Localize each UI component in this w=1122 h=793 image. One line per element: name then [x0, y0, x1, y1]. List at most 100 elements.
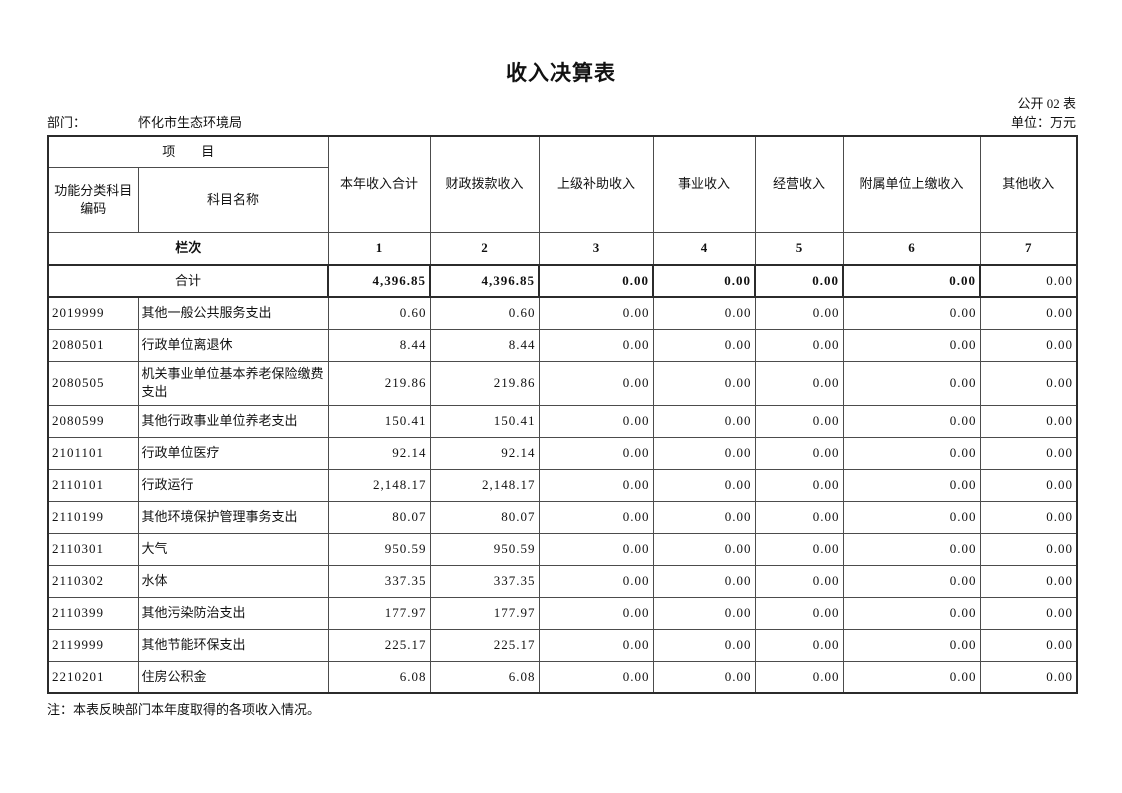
- row-value: 0.00: [842, 660, 981, 694]
- row-value: 0.00: [842, 596, 981, 630]
- row-code: 2110301: [47, 532, 139, 566]
- row-value: 0.00: [538, 564, 654, 598]
- column-header-operating-income: 经营收入: [754, 135, 844, 233]
- row-value: 0.00: [652, 328, 756, 362]
- row-value: 6.08: [429, 660, 540, 694]
- row-value: 0.00: [652, 500, 756, 534]
- column-index: 4: [652, 231, 756, 266]
- table-row: 2110301 大气 950.59 950.59 0.00 0.00 0.00 …: [47, 532, 1078, 566]
- total-cell: 0.00: [754, 264, 845, 298]
- row-code: 2210201: [47, 660, 139, 694]
- row-value: 0.00: [754, 596, 844, 630]
- total-cell: 4,396.85: [429, 264, 541, 298]
- row-value: 0.00: [652, 468, 756, 502]
- row-value: 0.00: [842, 628, 981, 662]
- row-value: 0.00: [979, 296, 1078, 330]
- row-code: 2110302: [47, 564, 139, 598]
- row-value: 8.44: [429, 328, 540, 362]
- table-row: 2080501 行政单位离退休 8.44 8.44 0.00 0.00 0.00…: [47, 328, 1078, 362]
- row-value: 0.00: [538, 500, 654, 534]
- row-value: 950.59: [429, 532, 540, 566]
- row-value: 0.00: [842, 360, 981, 406]
- row-name: 行政单位医疗: [137, 436, 329, 470]
- table-row: 2210201 住房公积金 6.08 6.08 0.00 0.00 0.00 0…: [47, 660, 1078, 694]
- row-name: 其他节能环保支出: [137, 628, 329, 662]
- row-value: 80.07: [429, 500, 540, 534]
- row-value: 0.60: [327, 296, 431, 330]
- row-value: 0.00: [538, 628, 654, 662]
- row-value: 0.00: [652, 564, 756, 598]
- row-value: 0.00: [538, 660, 654, 694]
- total-row-label: 合计: [46, 264, 330, 298]
- row-value: 92.14: [327, 436, 431, 470]
- row-value: 80.07: [327, 500, 431, 534]
- column-header-business-income: 事业收入: [652, 135, 756, 233]
- table-row: 2110302 水体 337.35 337.35 0.00 0.00 0.00 …: [47, 564, 1078, 598]
- row-value: 337.35: [429, 564, 540, 598]
- row-value: 92.14: [429, 436, 540, 470]
- column-header-total-income: 本年收入合计: [327, 135, 431, 233]
- row-value: 0.00: [979, 436, 1078, 470]
- table-row: 2101101 行政单位医疗 92.14 92.14 0.00 0.00 0.0…: [47, 436, 1078, 470]
- note-text: 注：本表反映部门本年度取得的各项收入情况。: [47, 702, 321, 717]
- header-row-sub: 功能分类科目编码 科目名称: [47, 166, 1077, 233]
- row-code: 2080505: [47, 360, 139, 406]
- row-value: 0.60: [429, 296, 540, 330]
- project-header: 项 目: [47, 135, 329, 168]
- row-value: 0.00: [979, 468, 1078, 502]
- row-name: 住房公积金: [137, 660, 329, 694]
- row-value: 0.00: [754, 360, 844, 406]
- total-cell: 0.00: [979, 264, 1079, 298]
- row-value: 0.00: [538, 468, 654, 502]
- row-code: 2101101: [47, 436, 139, 470]
- column-index: 3: [538, 231, 654, 266]
- column-index: 5: [754, 231, 844, 266]
- table-row: 2110199 其他环境保护管理事务支出 80.07 80.07 0.00 0.…: [47, 500, 1078, 534]
- row-value: 219.86: [327, 360, 431, 406]
- row-value: 0.00: [842, 500, 981, 534]
- row-value: 0.00: [842, 404, 981, 438]
- row-value: 0.00: [652, 404, 756, 438]
- row-name: 行政单位离退休: [137, 328, 329, 362]
- row-code: 2119999: [47, 628, 139, 662]
- row-value: 0.00: [538, 596, 654, 630]
- row-value: 0.00: [754, 328, 844, 362]
- page-title: 收入决算表: [506, 61, 616, 85]
- row-name: 其他污染防治支出: [137, 596, 329, 630]
- department-value: 怀化市生态环境局: [138, 115, 243, 130]
- row-value: 0.00: [754, 468, 844, 502]
- row-value: 0.00: [754, 500, 844, 534]
- table-row: 2080505 机关事业单位基本养老保险缴费支出 219.86 219.86 0…: [47, 360, 1078, 406]
- row-name: 其他行政事业单位养老支出: [137, 404, 329, 438]
- row-name: 其他一般公共服务支出: [137, 296, 329, 330]
- department-label: 部门：: [47, 115, 87, 130]
- header-row-project: 项 目 本年收入合计 财政拨款收入 上级补助收入 事业收入 经营收入 附属单位上…: [47, 135, 1078, 233]
- row-value: 0.00: [979, 564, 1078, 598]
- row-value: 0.00: [979, 596, 1078, 630]
- row-value: 225.17: [327, 628, 431, 662]
- income-table: 项 目 本年收入合计 财政拨款收入 上级补助收入 事业收入 经营收入 附属单位上…: [46, 135, 1079, 694]
- row-code: 2080599: [47, 404, 139, 438]
- table-row: 2110101 行政运行 2,148.17 2,148.17 0.00 0.00…: [47, 468, 1078, 502]
- row-value: 150.41: [327, 404, 431, 438]
- meta-line: 部门： 怀化市生态环境局 单位：万元: [47, 112, 1076, 131]
- column-header-fiscal-appropriation: 财政拨款收入: [429, 135, 540, 233]
- row-value: 0.00: [652, 660, 756, 694]
- row-value: 0.00: [979, 328, 1078, 362]
- row-value: 0.00: [754, 296, 844, 330]
- row-value: 337.35: [327, 564, 431, 598]
- row-value: 0.00: [652, 596, 756, 630]
- name-header: 科目名称: [137, 166, 329, 233]
- unit-label: 单位：万元: [1010, 115, 1076, 130]
- index-row-label: 栏次: [47, 231, 329, 266]
- row-value: 0.00: [979, 404, 1078, 438]
- row-value: 0.00: [754, 564, 844, 598]
- row-value: 6.08: [327, 660, 431, 694]
- row-value: 177.97: [429, 596, 540, 630]
- row-value: 0.00: [754, 532, 844, 566]
- row-value: 0.00: [842, 296, 981, 330]
- row-value: 0.00: [538, 296, 654, 330]
- column-index: 2: [429, 231, 540, 266]
- table-code-label: 公开 02 表: [1017, 96, 1076, 111]
- row-name: 水体: [137, 564, 329, 598]
